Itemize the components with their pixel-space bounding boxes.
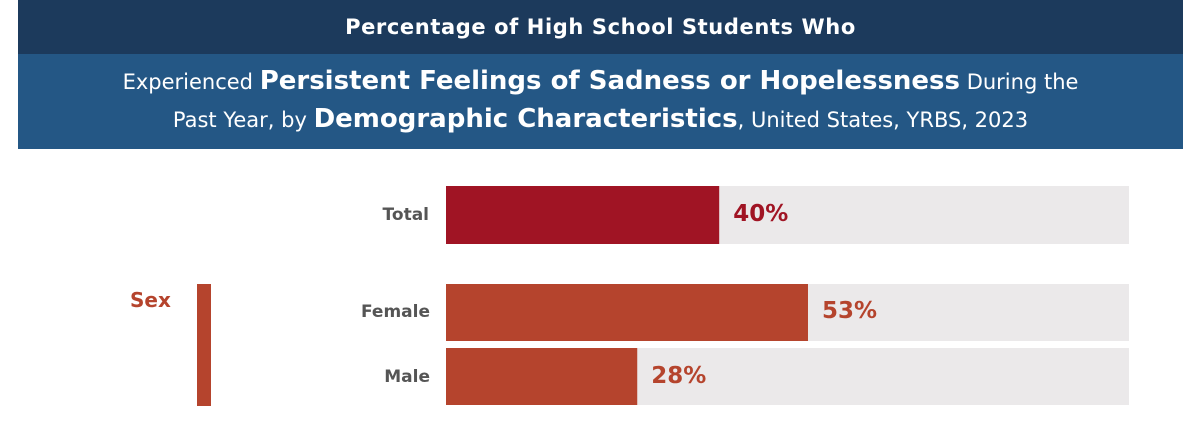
subtitle-line-2: Past Year, by Demographic Characteristic… — [18, 104, 1183, 134]
bar-chart: Sex Total Female Male 40% 53% 28% — [18, 150, 1183, 431]
header-line1: Percentage of High School Students Who — [345, 15, 856, 39]
subtitle-emphasis: Demographic Characteristics — [313, 104, 738, 134]
subtitle-emphasis: Persistent Feelings of Sadness or Hopele… — [259, 66, 961, 96]
category-label-female: Female — [361, 302, 430, 322]
bar-total — [446, 186, 720, 244]
header-subtitle: Experienced Persistent Feelings of Sadne… — [18, 54, 1183, 149]
bar-female — [446, 284, 808, 341]
infographic-frame: Percentage of High School Students Who E… — [18, 0, 1183, 431]
value-label-female: 53% — [821, 298, 878, 324]
value-label-male: 28% — [651, 363, 707, 389]
bar-chart-svg — [197, 186, 1129, 406]
header-title-line: Percentage of High School Students Who — [18, 0, 1183, 54]
group-label-sex: Sex — [130, 288, 171, 312]
subtitle-line-1: Experienced Persistent Feelings of Sadne… — [18, 66, 1183, 96]
bar-male — [446, 348, 638, 405]
value-label-total: 40% — [733, 201, 789, 227]
category-label-total: Total — [382, 205, 429, 225]
subtitle-part: Past Year, by — [172, 108, 314, 132]
subtitle-part: , United States, YRBS, 2023 — [737, 108, 1029, 132]
subtitle-part: During the — [960, 70, 1079, 94]
category-label-male: Male — [384, 367, 430, 387]
subtitle-part: Experienced — [122, 70, 260, 94]
group-bracket-sex — [197, 284, 211, 406]
